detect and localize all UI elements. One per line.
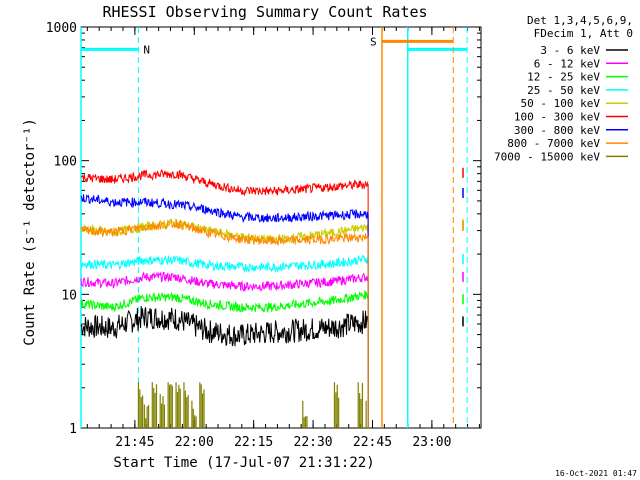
- legend-label: 7000 - 15000 keV: [494, 150, 600, 163]
- y-tick-label: 1: [69, 422, 77, 437]
- series-trace: [80, 169, 369, 197]
- x-tick-label: 23:00: [412, 435, 451, 450]
- legend-label: 3 - 6 keV: [540, 44, 600, 57]
- legend-label: 300 - 800 keV: [514, 124, 600, 137]
- legend-label: 12 - 25 keV: [527, 71, 600, 84]
- timestamp: 16-Oct-2021 01:47: [555, 469, 637, 478]
- series-trace: [80, 305, 369, 347]
- legend-label: 800 - 7000 keV: [507, 137, 600, 150]
- legend-label: 50 - 100 keV: [521, 97, 601, 110]
- y-tick-label: 10: [61, 288, 77, 303]
- series-trace: [80, 194, 369, 224]
- info-line: FDecim 1, Att 0: [534, 27, 633, 40]
- y-tick-label: 100: [54, 155, 77, 170]
- series-trace: [80, 290, 369, 314]
- chart-title: RHESSI Observing Summary Count Rates: [102, 3, 427, 21]
- series-7: [80, 218, 464, 428]
- night-label: N: [143, 43, 150, 56]
- saa-label: S: [370, 35, 377, 48]
- detector-info: Det 1,3,4,5,6,9,FDecim 1, Att 0: [527, 14, 633, 40]
- info-line: Det 1,3,4,5,6,9,: [527, 14, 633, 27]
- series-layer: [80, 167, 464, 428]
- plot-axes: 1 10 100 1000 21:45 22:00 22:15 22:30 22:45 23:00: [46, 21, 482, 450]
- y-tick-label: 1000: [46, 21, 77, 36]
- legend-label: 25 - 50 keV: [527, 84, 600, 97]
- x-tick-label: 22:00: [175, 435, 214, 450]
- orbit-markers: NS: [80, 27, 468, 428]
- x-tick-label: 22:15: [234, 435, 273, 450]
- x-axis-label: Start Time (17-Jul-07 21:31:22): [113, 455, 374, 471]
- x-tick-label: 22:45: [353, 435, 392, 450]
- x-tick-label: 22:30: [294, 435, 333, 450]
- legend-label: 6 - 12 keV: [534, 57, 601, 70]
- series-trace: [80, 271, 369, 293]
- series-trace: [80, 254, 369, 274]
- legend-label: 100 - 300 keV: [514, 111, 600, 124]
- y-axis-label: Count Rate (s⁻¹ detector⁻¹): [22, 118, 38, 346]
- series-8: [137, 382, 367, 428]
- series-trace: [80, 218, 369, 246]
- x-tick-label: 21:45: [115, 435, 154, 450]
